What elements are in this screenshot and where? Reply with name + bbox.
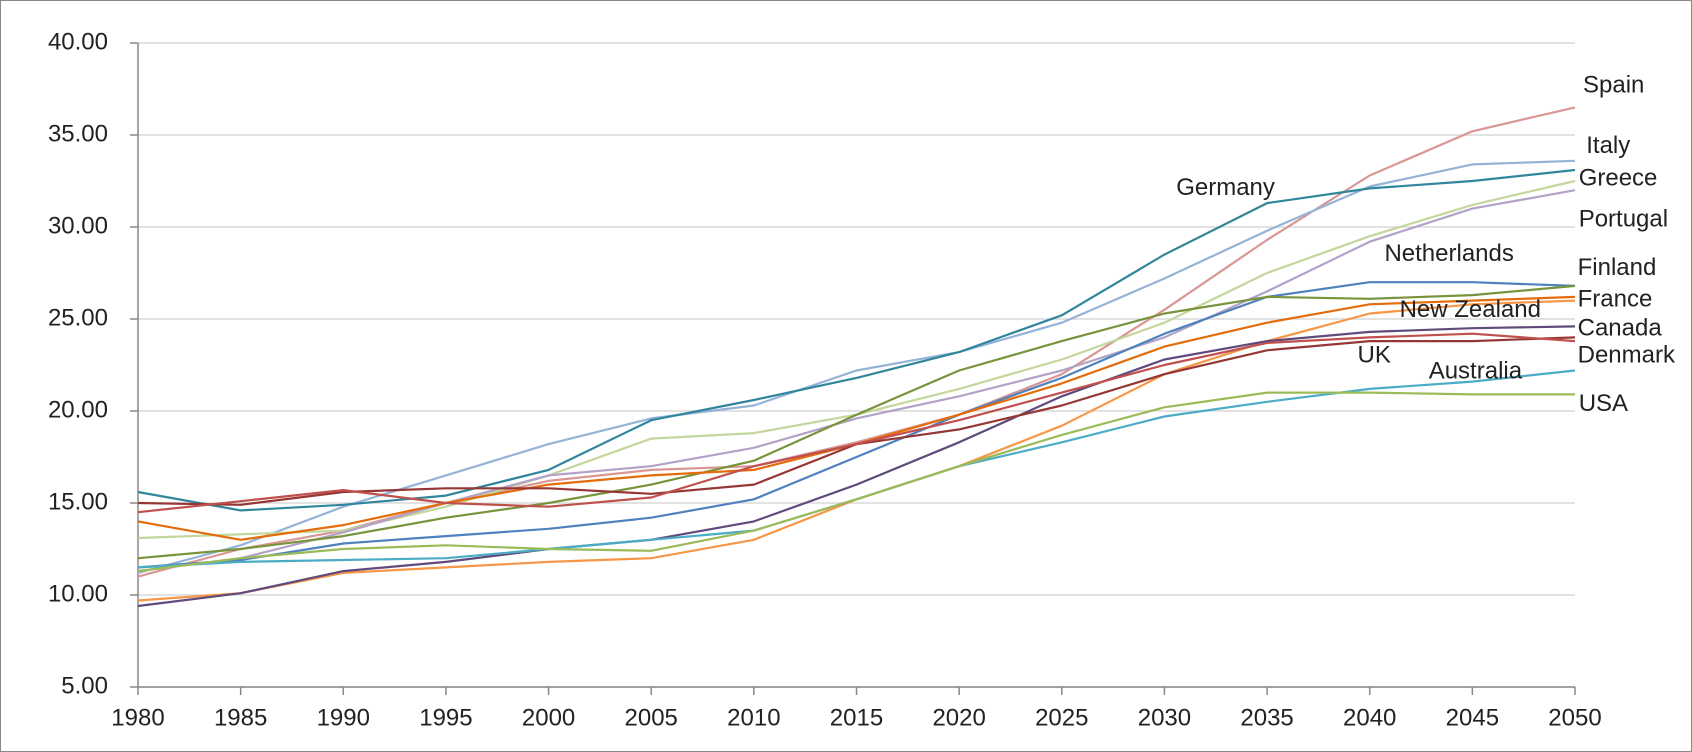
x-tick-label: 1995: [419, 704, 472, 731]
series-label: USA: [1579, 390, 1628, 417]
series-label: UK: [1357, 341, 1390, 368]
x-tick-label: 2005: [625, 704, 678, 731]
series-line: [137, 106, 1576, 578]
series-line: [137, 189, 1576, 573]
series-label: Netherlands: [1384, 240, 1513, 267]
series-label: Germany: [1176, 174, 1275, 201]
x-tick-label: 2040: [1343, 704, 1396, 731]
x-tick-label: 2000: [522, 704, 575, 731]
x-tick-label: 2015: [830, 704, 883, 731]
x-tick-label: 1985: [214, 704, 267, 731]
series-line: [137, 332, 1576, 514]
y-tick-label: 25.00: [48, 304, 108, 331]
series-label: Finland: [1578, 254, 1657, 281]
x-tick-label: 2030: [1138, 704, 1191, 731]
y-tick-label: 40.00: [48, 28, 108, 55]
series-label: Italy: [1586, 132, 1630, 159]
x-tick-label: 2050: [1548, 704, 1601, 731]
series-label: Spain: [1583, 72, 1644, 99]
x-tick-label: 2035: [1240, 704, 1293, 731]
x-tick-label: 1980: [111, 704, 164, 731]
series-line: [137, 168, 1576, 512]
series-label: Australia: [1429, 358, 1523, 385]
x-tick-label: 1990: [317, 704, 370, 731]
series-label: Canada: [1578, 314, 1663, 341]
series-line: [137, 391, 1575, 573]
x-tick-label: 2025: [1035, 704, 1088, 731]
series-label: France: [1578, 285, 1653, 312]
y-tick-label: 10.00: [48, 580, 108, 607]
series-label: Greece: [1579, 164, 1658, 191]
series-line: [137, 281, 1576, 569]
y-tick-label: 15.00: [48, 488, 108, 515]
series-line: [137, 284, 1576, 560]
x-tick-label: 2045: [1446, 704, 1499, 731]
series-label: Denmark: [1578, 341, 1676, 368]
x-tick-label: 2020: [932, 704, 985, 731]
x-tick-label: 2010: [727, 704, 780, 731]
y-tick-label: 35.00: [48, 120, 108, 147]
series-label: Portugal: [1579, 205, 1668, 232]
series-line: [137, 325, 1576, 608]
y-tick-label: 20.00: [48, 396, 108, 423]
series-line: [137, 159, 1576, 574]
y-tick-label: 30.00: [48, 212, 108, 239]
series-label: New Zealand: [1400, 296, 1541, 323]
y-tick-label: 5.00: [61, 672, 108, 699]
